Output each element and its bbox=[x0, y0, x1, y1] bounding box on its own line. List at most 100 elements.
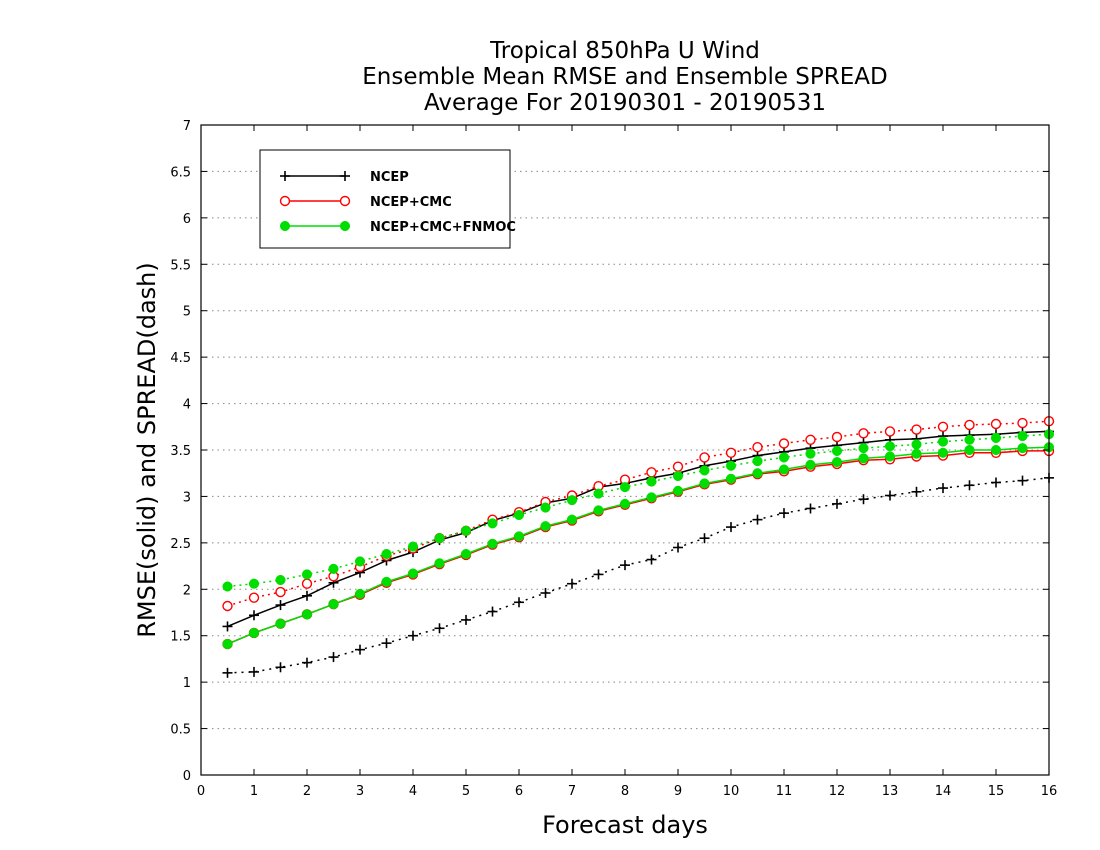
spread-point-ncep bbox=[408, 630, 418, 641]
spread-point-ncep-cmc-fnmoc bbox=[301, 569, 313, 580]
spread-point-ncep-cmc-fnmoc bbox=[354, 556, 366, 567]
spread-point-ncep-cmc-fnmoc bbox=[487, 518, 498, 529]
spread-point-ncep-cmc bbox=[646, 467, 657, 478]
rmse-point-ncep-cmc-fnmoc bbox=[407, 568, 419, 579]
rmse-point-ncep-cmc-fnmoc bbox=[619, 498, 631, 509]
rmse-point-ncep bbox=[275, 600, 286, 611]
spread-point-ncep-cmc bbox=[990, 418, 1002, 430]
x-tick-label: 9 bbox=[674, 784, 682, 799]
legend-label: NCEP+CMC bbox=[370, 195, 452, 210]
spread-point-ncep-cmc-fnmoc bbox=[275, 574, 286, 586]
spread-point-ncep-cmc bbox=[964, 419, 975, 431]
spread-point-ncep-cmc bbox=[937, 421, 949, 432]
spread-line-ncep-cmc-fnmoc bbox=[227, 433, 1050, 588]
spread-point-ncep-cmc-fnmoc bbox=[540, 502, 551, 513]
spread-point-ncep-cmc-fnmoc bbox=[460, 525, 472, 536]
y-tick-label: 0 bbox=[183, 769, 191, 784]
spread-point-ncep-cmc-fnmoc bbox=[407, 541, 419, 552]
x-tick-label: 2 bbox=[303, 784, 311, 799]
legend-label: NCEP bbox=[370, 170, 409, 185]
spread-point-ncep-cmc-fnmoc bbox=[778, 452, 790, 463]
spread-point-ncep-cmc bbox=[725, 447, 737, 458]
spread-point-ncep-cmc-fnmoc bbox=[672, 470, 684, 482]
spread-point-ncep bbox=[885, 490, 895, 501]
y-axis: 0 0.5 1 1.5 2 2.5 3 3.5 4 4.5 5 5.5 6 6.5 7 bbox=[170, 119, 1049, 784]
spread-point-ncep bbox=[938, 483, 948, 494]
legend-marker bbox=[279, 220, 291, 232]
spread-point-ncep-cmc-fnmoc bbox=[831, 445, 843, 456]
spread-point-ncep-cmc bbox=[248, 592, 260, 603]
rmse-point-ncep-cmc-fnmoc bbox=[593, 505, 604, 516]
spread-point-ncep bbox=[752, 514, 763, 525]
rmse-point-ncep-cmc-fnmoc bbox=[540, 521, 551, 532]
spread-point-ncep-cmc-fnmoc bbox=[248, 578, 260, 589]
rmse-point-ncep-cmc-fnmoc bbox=[937, 447, 949, 458]
rmse-point-ncep-cmc-fnmoc bbox=[222, 639, 233, 650]
y-tick-label: 6 bbox=[183, 212, 191, 227]
y-tick-label: 1.5 bbox=[170, 630, 191, 645]
rmse-point-ncep-cmc-fnmoc bbox=[858, 453, 869, 464]
spread-point-ncep-cmc-fnmoc bbox=[805, 448, 816, 459]
legend-box bbox=[259, 149, 511, 249]
x-tick-label: 5 bbox=[462, 784, 470, 799]
spread-point-ncep-cmc bbox=[911, 424, 922, 435]
rmse-line-ncep-cmc-fnmoc bbox=[227, 446, 1050, 645]
spread-point-ncep bbox=[646, 554, 657, 565]
legend-label: NCEP+CMC+FNMOC bbox=[370, 220, 516, 235]
rmse-point-ncep-cmc-fnmoc bbox=[434, 558, 445, 569]
spread-point-ncep bbox=[726, 522, 736, 533]
rmse-point-ncep-cmc-fnmoc bbox=[566, 514, 578, 525]
x-axis: 0 1 2 3 4 5 6 7 8 9 10 11 12 13 14 15 16 bbox=[197, 125, 1057, 799]
y-tick-label: 5.5 bbox=[170, 258, 191, 273]
x-tick-label: 11 bbox=[776, 784, 793, 799]
spread-point-ncep bbox=[302, 657, 312, 668]
x-tick-label: 0 bbox=[197, 784, 205, 799]
x-tick-label: 1 bbox=[250, 784, 258, 799]
rmse-point-ncep-cmc-fnmoc bbox=[646, 492, 657, 503]
spread-point-ncep bbox=[275, 662, 286, 673]
spread-point-ncep-cmc-fnmoc bbox=[593, 488, 604, 499]
spread-point-ncep-cmc-fnmoc bbox=[884, 441, 896, 452]
spread-point-ncep-cmc bbox=[778, 438, 790, 449]
rmse-point-ncep-cmc-fnmoc bbox=[884, 451, 896, 462]
x-tick-label: 16 bbox=[1041, 784, 1058, 799]
spread-point-ncep bbox=[434, 623, 445, 634]
title-line: Average For 20190301 - 20190531 bbox=[424, 90, 826, 116]
legend-marker bbox=[339, 220, 351, 232]
spread-point-ncep bbox=[991, 477, 1001, 488]
spread-point-ncep bbox=[461, 614, 471, 625]
rmse-point-ncep-cmc-fnmoc bbox=[354, 588, 366, 599]
spread-point-ncep-cmc bbox=[858, 428, 869, 439]
rmse-point-ncep-cmc-fnmoc bbox=[381, 576, 392, 587]
x-tick-label: 12 bbox=[829, 784, 846, 799]
spread-point-ncep bbox=[673, 542, 683, 553]
rmse-point-ncep-cmc-fnmoc bbox=[301, 609, 313, 620]
spread-point-ncep-cmc-fnmoc bbox=[513, 509, 525, 521]
rmse-point-ncep bbox=[249, 610, 259, 621]
y-tick-label: 4 bbox=[183, 398, 191, 413]
spread-point-ncep bbox=[593, 569, 604, 580]
spread-point-ncep bbox=[620, 560, 630, 571]
x-tick-label: 8 bbox=[621, 784, 629, 799]
spread-point-ncep bbox=[381, 638, 392, 649]
spread-point-ncep-cmc bbox=[831, 431, 843, 443]
legend-marker bbox=[280, 171, 290, 181]
spread-point-ncep bbox=[540, 588, 551, 598]
legend-marker bbox=[339, 195, 351, 207]
x-axis-title: Forecast days bbox=[542, 811, 708, 839]
spread-point-ncep-cmc-fnmoc bbox=[937, 436, 949, 447]
spread-point-ncep-cmc-fnmoc bbox=[434, 533, 445, 544]
rmse-point-ncep-cmc-fnmoc bbox=[990, 444, 1002, 456]
spread-point-ncep bbox=[779, 508, 789, 519]
spread-point-ncep bbox=[1017, 475, 1028, 486]
spread-point-ncep-cmc-fnmoc bbox=[964, 434, 975, 445]
spread-point-ncep-cmc bbox=[1017, 417, 1028, 429]
spread-point-ncep-cmc bbox=[752, 442, 763, 453]
x-tick-label: 14 bbox=[935, 784, 952, 799]
spread-point-ncep-cmc-fnmoc bbox=[911, 439, 922, 450]
spread-point-ncep bbox=[832, 498, 842, 509]
spread-point-ncep bbox=[514, 597, 524, 608]
rmse-point-ncep-cmc-fnmoc bbox=[513, 531, 525, 542]
